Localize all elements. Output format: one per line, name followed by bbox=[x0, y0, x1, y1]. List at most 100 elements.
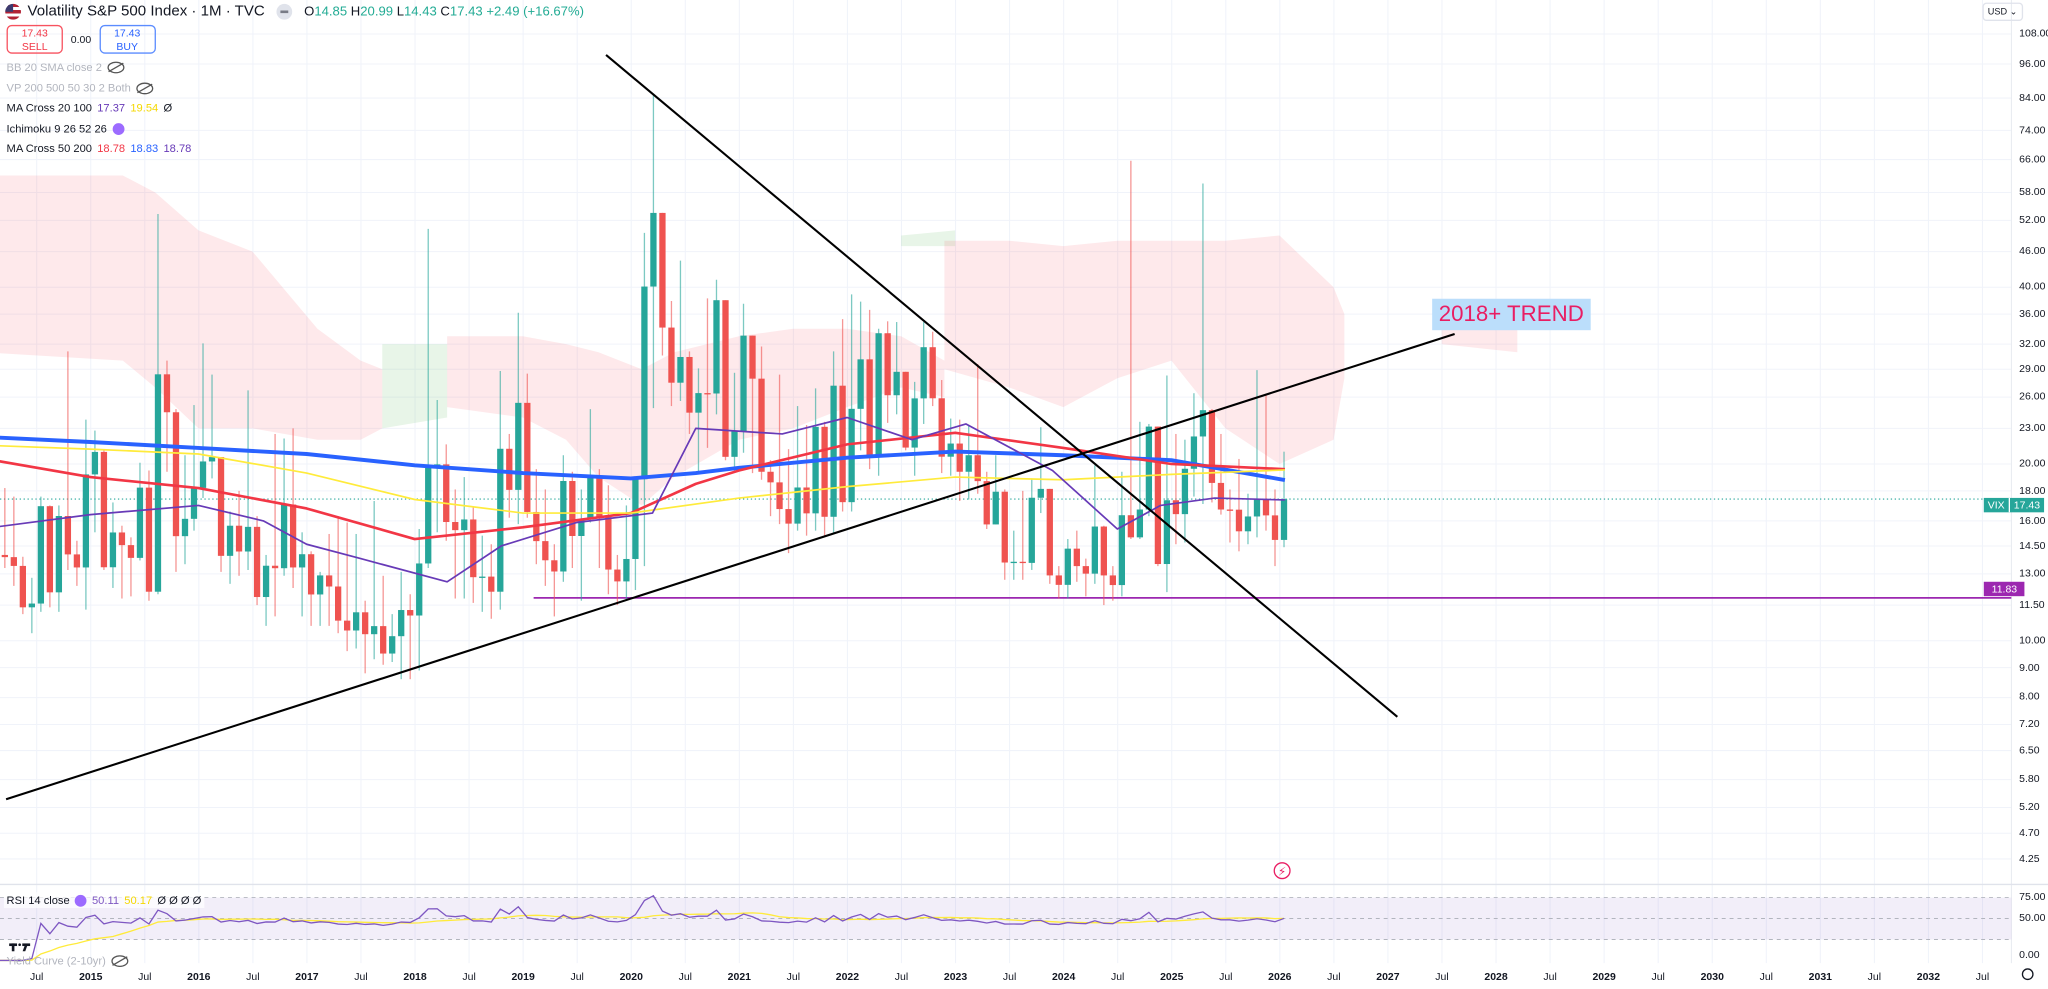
ichimoku-cloud bbox=[0, 175, 383, 440]
candle-body bbox=[163, 374, 171, 413]
candle-body bbox=[1280, 499, 1288, 540]
candle-body bbox=[28, 603, 36, 608]
high-label: H bbox=[350, 4, 361, 19]
time-tick: Jul bbox=[1327, 970, 1341, 983]
candle-body bbox=[1244, 516, 1252, 532]
candle-body bbox=[884, 333, 891, 396]
candle-body bbox=[325, 575, 333, 587]
candle-body bbox=[1118, 515, 1126, 586]
candle-body bbox=[1019, 561, 1026, 564]
eye-off-icon[interactable] bbox=[111, 954, 129, 967]
time-tick: 2029 bbox=[1592, 970, 1616, 983]
candle-body bbox=[866, 359, 873, 457]
candle-body bbox=[542, 541, 549, 561]
price-tick: 74.00 bbox=[2019, 123, 2046, 136]
indicator-ma-cross-50-200[interactable]: MA Cross 50 200 18.78 18.83 18.78 bbox=[7, 142, 192, 155]
indicator-name: MA Cross 50 200 bbox=[6, 141, 92, 155]
time-tick: Jul bbox=[1435, 970, 1449, 983]
price-tick: 5.20 bbox=[2019, 800, 2040, 813]
candle-body bbox=[46, 506, 54, 593]
candle-body bbox=[190, 487, 198, 519]
indicator-bb[interactable]: BB 20 SMA close 2 bbox=[7, 60, 125, 73]
candle-body bbox=[668, 327, 675, 383]
candle-body bbox=[749, 335, 756, 379]
candle-body bbox=[1028, 497, 1035, 563]
price-tick: 58.00 bbox=[2019, 185, 2046, 198]
candle-body bbox=[271, 565, 279, 569]
indicator-value: 17.37 bbox=[97, 100, 126, 114]
time-tick: 2015 bbox=[79, 970, 103, 983]
candle-body bbox=[731, 431, 738, 457]
eye-off-icon[interactable] bbox=[136, 81, 154, 94]
open-value: 14.85 bbox=[314, 4, 348, 19]
candle-body bbox=[353, 612, 360, 631]
candle-body bbox=[91, 451, 99, 475]
trend-annotation[interactable]: 2018+ TREND bbox=[1432, 298, 1591, 331]
indicator-vp[interactable]: VP 200 500 50 30 2 Both bbox=[7, 81, 154, 94]
candle-body bbox=[37, 506, 45, 604]
indicator-ma-cross-20-100[interactable]: MA Cross 20 100 17.37 19.54 Ø bbox=[7, 101, 173, 114]
close-value: 17.43 bbox=[449, 4, 483, 19]
rsi-tick: 0.00 bbox=[2019, 948, 2040, 961]
symbol-title[interactable]: Volatility S&P 500 Index · 1M · TVC bbox=[27, 3, 265, 20]
time-tick: 2032 bbox=[1916, 970, 1941, 983]
candle-body bbox=[497, 448, 504, 592]
candle-body bbox=[217, 457, 225, 556]
price-tick: 4.70 bbox=[2019, 826, 2040, 839]
candle-body bbox=[1055, 575, 1062, 585]
currency-dropdown[interactable]: USD ⌄ bbox=[1982, 2, 2023, 21]
candle-body bbox=[641, 286, 648, 480]
us-flag-icon bbox=[5, 3, 21, 20]
lightning-icon[interactable]: ⚡ bbox=[1273, 862, 1291, 880]
candle-body bbox=[199, 461, 207, 488]
candle-body bbox=[794, 487, 801, 524]
candle-body bbox=[172, 412, 180, 537]
candle-body bbox=[1109, 575, 1116, 586]
indicator-ichimoku[interactable]: Ichimoku 9 26 52 26 bbox=[7, 122, 124, 135]
candle-body bbox=[650, 212, 657, 287]
candle-body bbox=[1163, 500, 1171, 565]
price-tick: 36.00 bbox=[2019, 307, 2046, 320]
ichimoku-cloud bbox=[944, 235, 1345, 464]
time-tick: Jul bbox=[29, 970, 44, 983]
indicator-name: BB 20 SMA close 2 bbox=[6, 60, 102, 74]
change-value: +2.49 (+16.67%) bbox=[486, 4, 584, 19]
price-tick: 108.00 bbox=[2019, 27, 2048, 40]
candle-body bbox=[713, 300, 720, 394]
time-tick: Jul bbox=[1867, 970, 1882, 983]
refresh-icon[interactable] bbox=[74, 894, 87, 907]
time-tick: 2022 bbox=[835, 970, 860, 983]
time-tick: Jul bbox=[786, 970, 801, 983]
sell-button[interactable]: 17.43 SELL bbox=[6, 24, 63, 54]
candle-body bbox=[830, 385, 837, 517]
rsi-legend[interactable]: RSI 14 close 50.11 50.17 Ø Ø Ø Ø bbox=[3, 892, 204, 909]
candle-body bbox=[389, 636, 396, 654]
candle-body bbox=[1037, 488, 1044, 498]
eye-off-icon[interactable] bbox=[107, 60, 125, 73]
candle-body bbox=[416, 563, 423, 616]
candle-body bbox=[1091, 526, 1098, 574]
candle-body bbox=[470, 519, 477, 578]
trendline bbox=[605, 54, 1399, 718]
settings-icon[interactable] bbox=[2021, 968, 2034, 981]
collapse-icon[interactable] bbox=[276, 3, 293, 20]
time-tick: 2017 bbox=[295, 970, 319, 983]
candle-body bbox=[515, 402, 522, 490]
sell-price: 17.43 bbox=[21, 27, 48, 40]
candle-body bbox=[893, 371, 900, 396]
price-tick: 20.00 bbox=[2019, 457, 2046, 470]
price-tick: 18.00 bbox=[2019, 484, 2046, 497]
candle-body bbox=[235, 525, 243, 552]
candle-body bbox=[145, 487, 153, 592]
time-tick: Jul bbox=[1002, 970, 1017, 983]
price-tick: 84.00 bbox=[2019, 91, 2046, 104]
candle-body bbox=[992, 491, 999, 525]
refresh-icon[interactable] bbox=[112, 122, 124, 135]
candle-body bbox=[1262, 498, 1270, 516]
indicator-yield-curve[interactable]: Yield Curve (2-10yr) bbox=[7, 954, 129, 967]
candle-body bbox=[1, 554, 8, 558]
time-tick: 2028 bbox=[1484, 970, 1508, 983]
buy-button[interactable]: 17.43 BUY bbox=[99, 24, 156, 54]
candle-body bbox=[443, 464, 450, 523]
